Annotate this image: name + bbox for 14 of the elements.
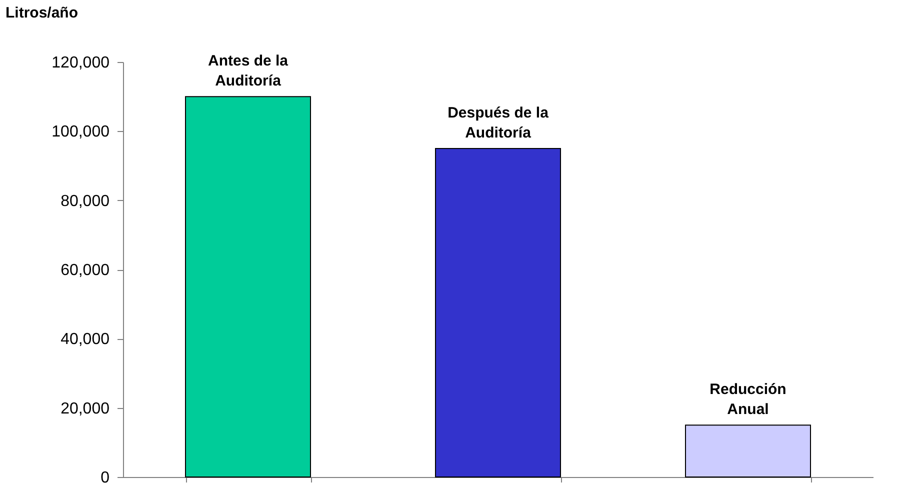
category-label: Después de la Auditoría (448, 104, 548, 142)
y-tick-label: 0 (100, 470, 110, 486)
y-tick-label: 80,000 (60, 192, 110, 210)
y-tick-label: 120,000 (52, 54, 110, 72)
category-label: Reducción Anual (710, 381, 786, 418)
bar (435, 148, 561, 478)
y-tick-label: 60,000 (60, 262, 110, 279)
bar (685, 424, 811, 478)
y-tick-label: 100,000 (52, 124, 110, 141)
bar (185, 96, 311, 478)
y-tick-label: 20,000 (60, 400, 110, 418)
y-tick-label: 40,000 (60, 331, 110, 348)
category-label: Antes de la Auditoría (208, 52, 288, 90)
y-axis-title: Litros/año (6, 4, 78, 22)
